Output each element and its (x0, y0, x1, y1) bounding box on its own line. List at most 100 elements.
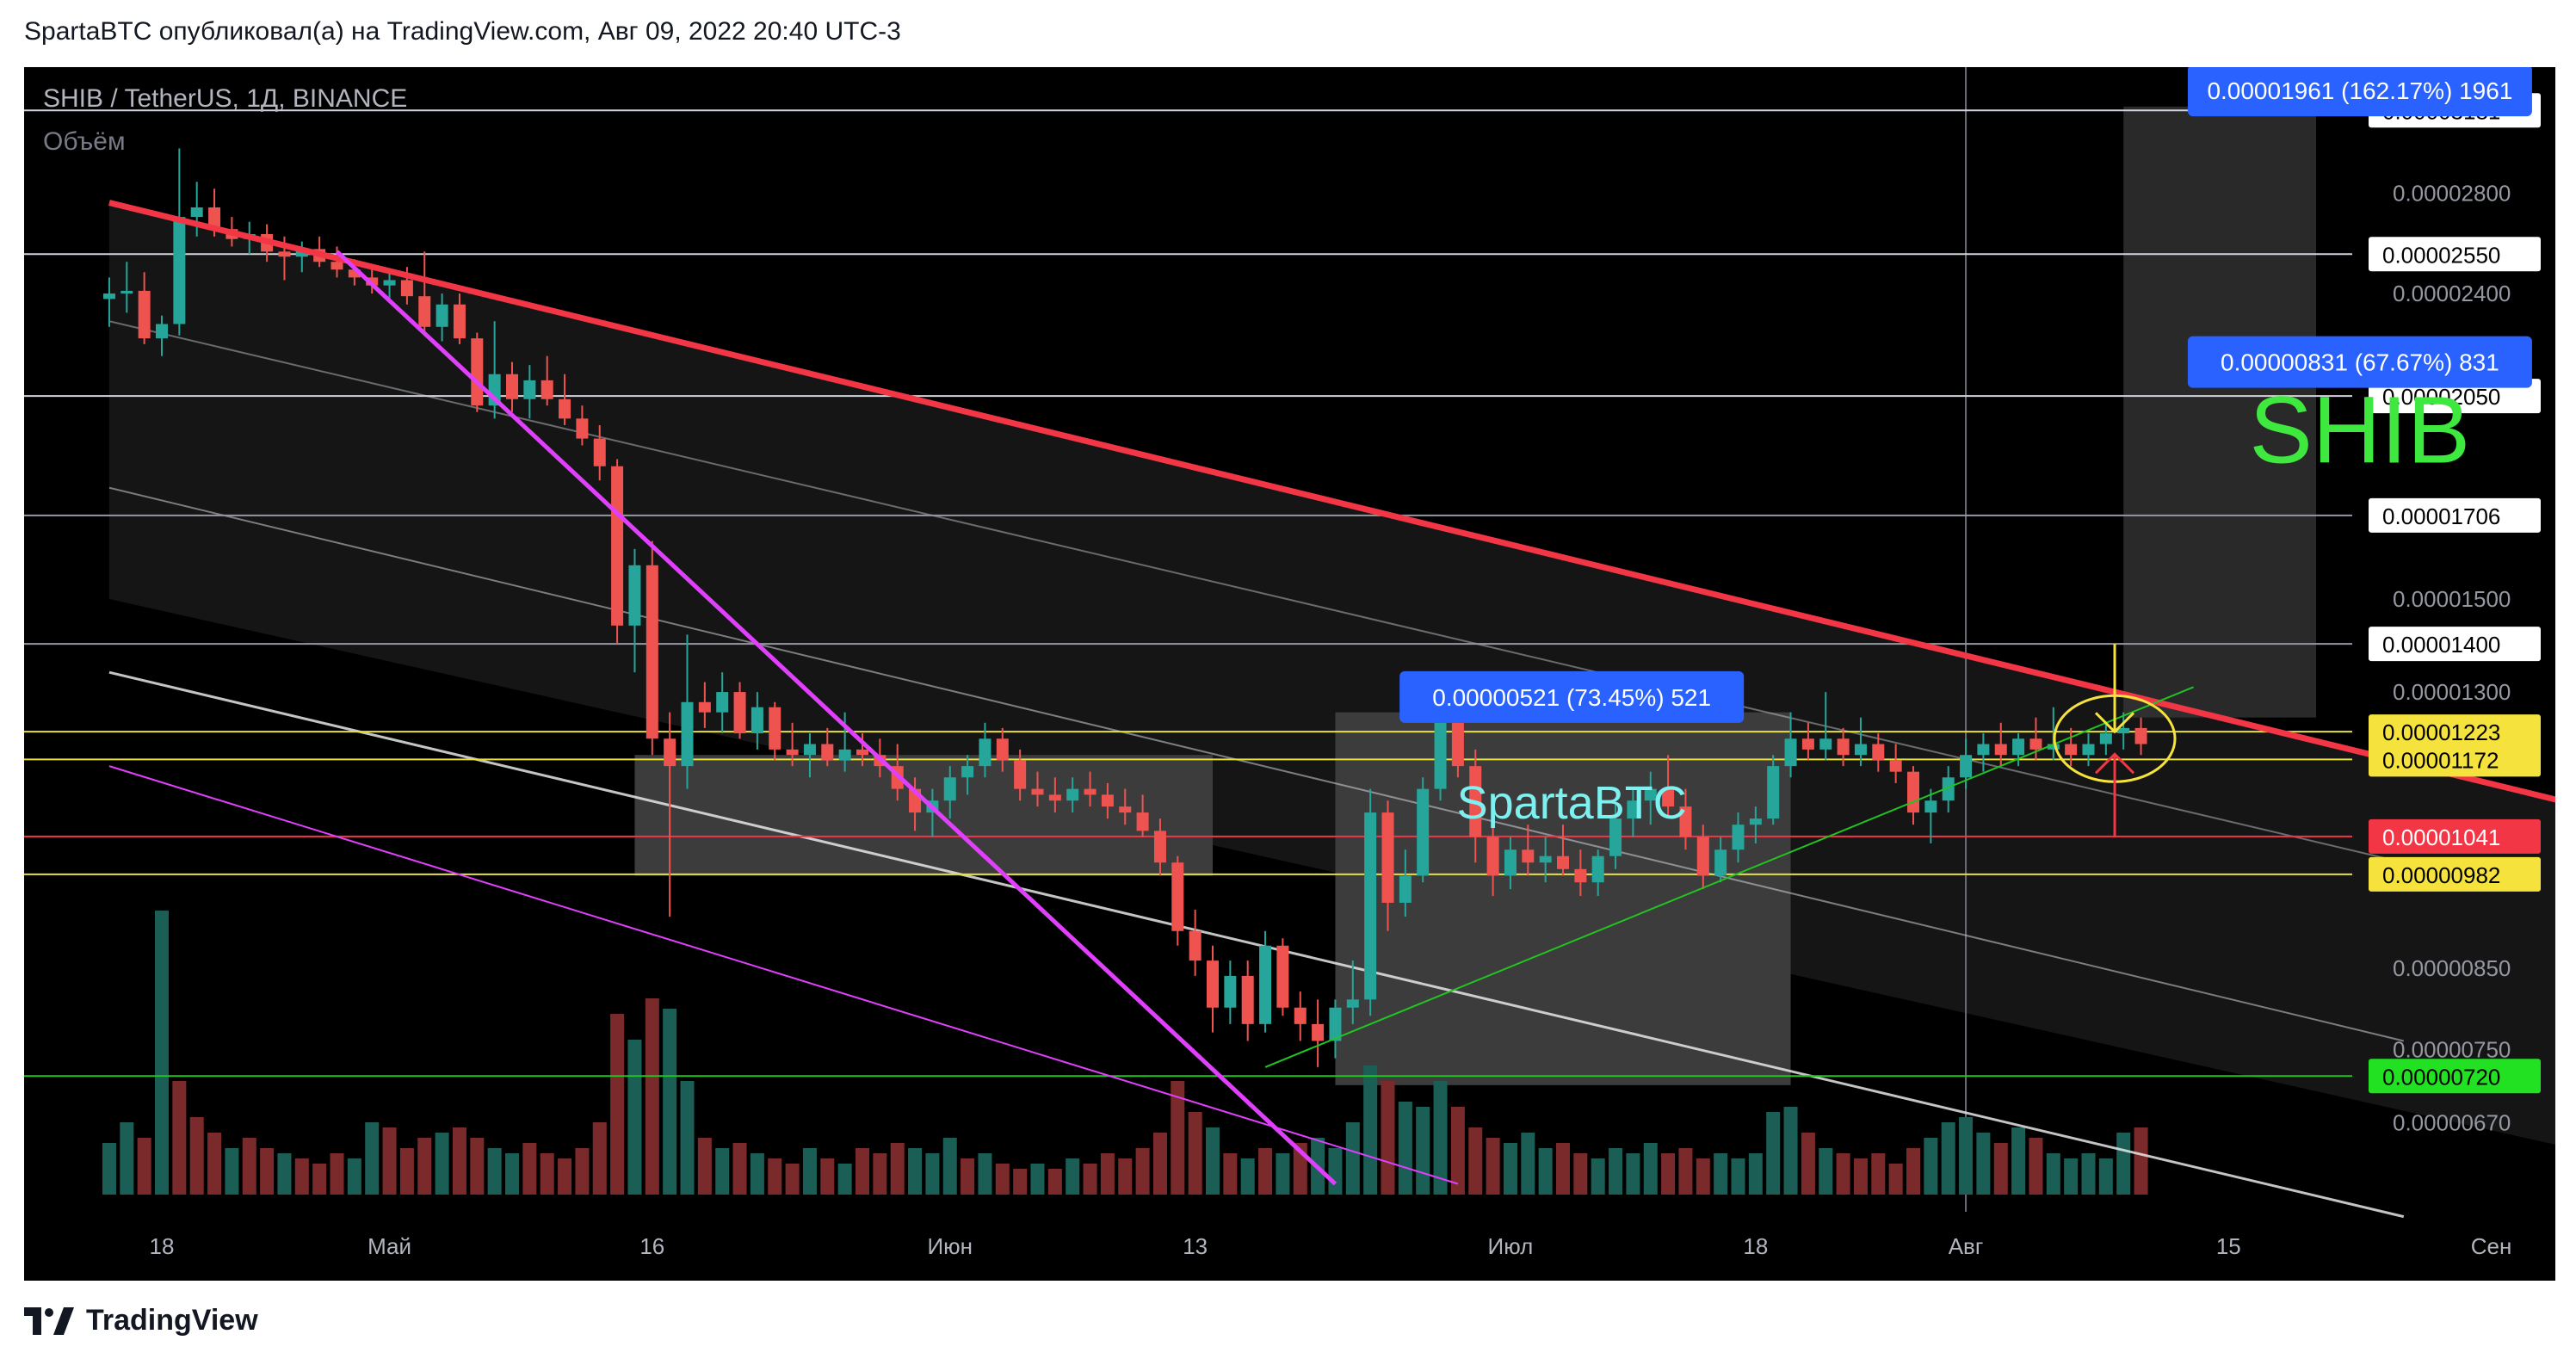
volume-bar (1696, 1158, 1710, 1195)
volume-bar (294, 1158, 309, 1195)
candle-body (1381, 812, 1394, 903)
candle-body (1574, 868, 1587, 883)
volume-bar (365, 1122, 380, 1195)
chart-area[interactable]: USDT0.000028000.000024000.000015000.0000… (24, 67, 2555, 1281)
axis-layer: USDT0.000028000.000024000.000015000.0000… (150, 81, 2541, 1259)
volume-bar (137, 1138, 151, 1195)
volume-bar (1924, 1138, 1938, 1195)
x-tick-label: 15 (2216, 1233, 2241, 1259)
candle-body (803, 744, 816, 756)
candle-body (1837, 738, 1850, 756)
volume-bar (1135, 1148, 1150, 1195)
volume-bar (1450, 1107, 1465, 1195)
level-tag-label: 0.00001706 (2382, 503, 2500, 529)
candle-body (173, 217, 186, 324)
candle-body (1714, 849, 1727, 876)
volume-bar (663, 1009, 677, 1195)
volume-bar (1591, 1158, 1605, 1195)
y-tick-label: 0.00002800 (2393, 181, 2511, 207)
volume-bar (1609, 1148, 1623, 1195)
candle-body (698, 701, 711, 713)
volume-bar (750, 1153, 764, 1195)
candle-body (418, 296, 431, 327)
volume-bar (2064, 1158, 2079, 1195)
candle-body (1417, 788, 1430, 876)
volume-bar (610, 1014, 625, 1195)
candle-body (1942, 777, 1955, 801)
volume-bar (242, 1138, 256, 1195)
candle-body (156, 324, 168, 339)
candle-body (646, 565, 658, 739)
volume-bar (1503, 1143, 1517, 1195)
candle-body (1609, 818, 1622, 856)
measure-label-box (2187, 336, 2532, 388)
candle-body (821, 744, 834, 761)
level-tag-label: 0.00001172 (2382, 747, 2499, 773)
volume-bar (558, 1158, 572, 1195)
volume-bar (1276, 1153, 1290, 1195)
level-tag-label: 0.00001223 (2382, 720, 2500, 745)
publication-header: SpartaBTC опубликовал(а) на TradingView.… (24, 17, 901, 46)
volume-bar (1171, 1081, 1185, 1195)
y-tick-label: 0.00001300 (2393, 679, 2511, 705)
volume-bar (417, 1138, 432, 1195)
volume-bar (1801, 1133, 1815, 1195)
volume-bar (1521, 1133, 1535, 1195)
candle-body (1627, 800, 1640, 819)
candle-body (2134, 727, 2147, 744)
candle-body (2117, 727, 2130, 734)
volume-bar (260, 1148, 275, 1195)
volume-bar (768, 1158, 782, 1195)
volume-bar (470, 1138, 485, 1195)
up-arrow-icon (2094, 752, 2135, 775)
candle-body (838, 749, 851, 761)
volume-bar (487, 1148, 502, 1195)
volume-bar (2116, 1133, 2131, 1195)
candle-body (961, 766, 974, 778)
candle-body (1153, 831, 1166, 863)
candle-body (664, 738, 676, 767)
measure-label-text: 0.00000831 (67.67%) 831 (2221, 349, 2499, 376)
footer: TradingView (24, 1304, 258, 1337)
volume-bar (1888, 1164, 1903, 1195)
price-chart[interactable]: USDT0.000028000.000024000.000015000.0000… (24, 67, 2555, 1281)
candle-body (1136, 812, 1149, 831)
candle-body (1557, 855, 1569, 869)
candle-body (2029, 738, 2042, 750)
volume-bar (2046, 1153, 2060, 1195)
candle-body (611, 466, 624, 626)
candle-body (628, 565, 641, 626)
candle-body (1504, 849, 1517, 876)
volume-bar (680, 1081, 695, 1195)
candle-body (1171, 862, 1184, 931)
volume-bar (1066, 1158, 1080, 1195)
candle-body (1977, 744, 1990, 756)
level-tag-label: 0.00002050 (2382, 384, 2500, 410)
measure-label-box (1399, 670, 1745, 723)
volume-bar (1398, 1102, 1412, 1195)
symbol-title: SHIB / TetherUS, 1Д, BINANCE (43, 84, 408, 113)
x-tick-label: Май (368, 1233, 411, 1259)
volume-bar (1573, 1153, 1588, 1195)
y-tick-label: 0.00001500 (2393, 586, 2511, 612)
candle-body (453, 304, 466, 339)
volume-bar (1556, 1143, 1570, 1195)
volume-bar (120, 1122, 134, 1195)
candle-body (1189, 930, 1202, 961)
candle-body (1819, 738, 1832, 750)
volume-bar (873, 1153, 887, 1195)
candle-body (1276, 945, 1289, 1008)
channel-line-1 (108, 320, 2405, 864)
x-tick-label: 16 (639, 1233, 664, 1259)
candle-body (1994, 744, 2007, 756)
candle-body (733, 692, 746, 734)
candle-body (1434, 722, 1447, 789)
volume-layer (102, 911, 2148, 1195)
volume-bar (1206, 1127, 1220, 1195)
candle-body (295, 249, 308, 257)
volume-bar (1363, 1065, 1378, 1195)
channel-line-3 (108, 670, 2405, 1219)
volume-bar (1433, 1081, 1448, 1195)
volume-bar (1748, 1153, 1763, 1195)
candle-body (1031, 788, 1044, 795)
